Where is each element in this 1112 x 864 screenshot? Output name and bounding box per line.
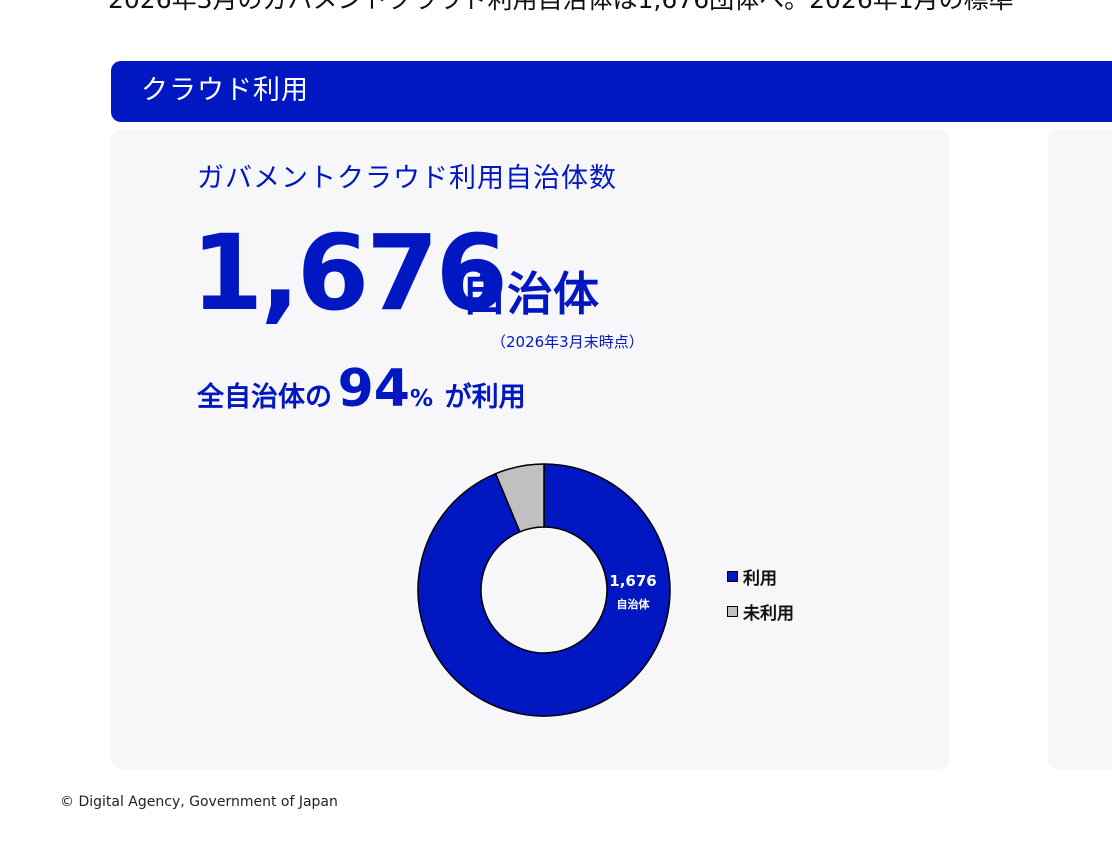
legend-item-1: 未利用	[727, 594, 794, 629]
share-percent: %	[409, 386, 433, 412]
big-number: 1,676	[191, 212, 508, 334]
share-number: 94	[337, 359, 410, 419]
headline: 2026年3月のガバメントクラウド利用自治体は1,676団体へ。2026年1月の…	[108, 0, 1014, 16]
copyright-footer: © Digital Agency, Government of Japan	[60, 794, 338, 810]
section-header: クラウド利用	[111, 61, 1112, 122]
chart-legend: 利用 未利用	[727, 559, 794, 629]
share-suffix: が利用	[444, 382, 526, 413]
section-title: クラウド利用	[141, 75, 309, 106]
as-of-date: （2026年3月末時点）	[491, 333, 644, 351]
legend-label: 未利用	[743, 604, 794, 624]
donut-center-value: 1,676	[609, 572, 656, 590]
donut-slice-0	[417, 463, 671, 717]
big-unit: 自治体	[461, 267, 599, 321]
stats-card-right	[1048, 129, 1112, 769]
legend-item-0: 利用	[727, 559, 794, 594]
donut-center-unit: 自治体	[617, 597, 651, 611]
share-line: 全自治体の 94% が利用	[197, 361, 526, 427]
share-prefix: 全自治体の	[197, 382, 332, 413]
legend-swatch	[727, 571, 738, 582]
card-title: ガバメントクラウド利用自治体数	[197, 163, 617, 194]
stats-card: ガバメントクラウド利用自治体数 1,676 自治体 （2026年3月末時点） 全…	[111, 129, 949, 769]
donut-slice-1	[494, 463, 545, 533]
legend-label: 利用	[743, 569, 777, 589]
donut-chart: 1,676 自治体	[417, 463, 671, 717]
legend-swatch	[727, 606, 738, 617]
